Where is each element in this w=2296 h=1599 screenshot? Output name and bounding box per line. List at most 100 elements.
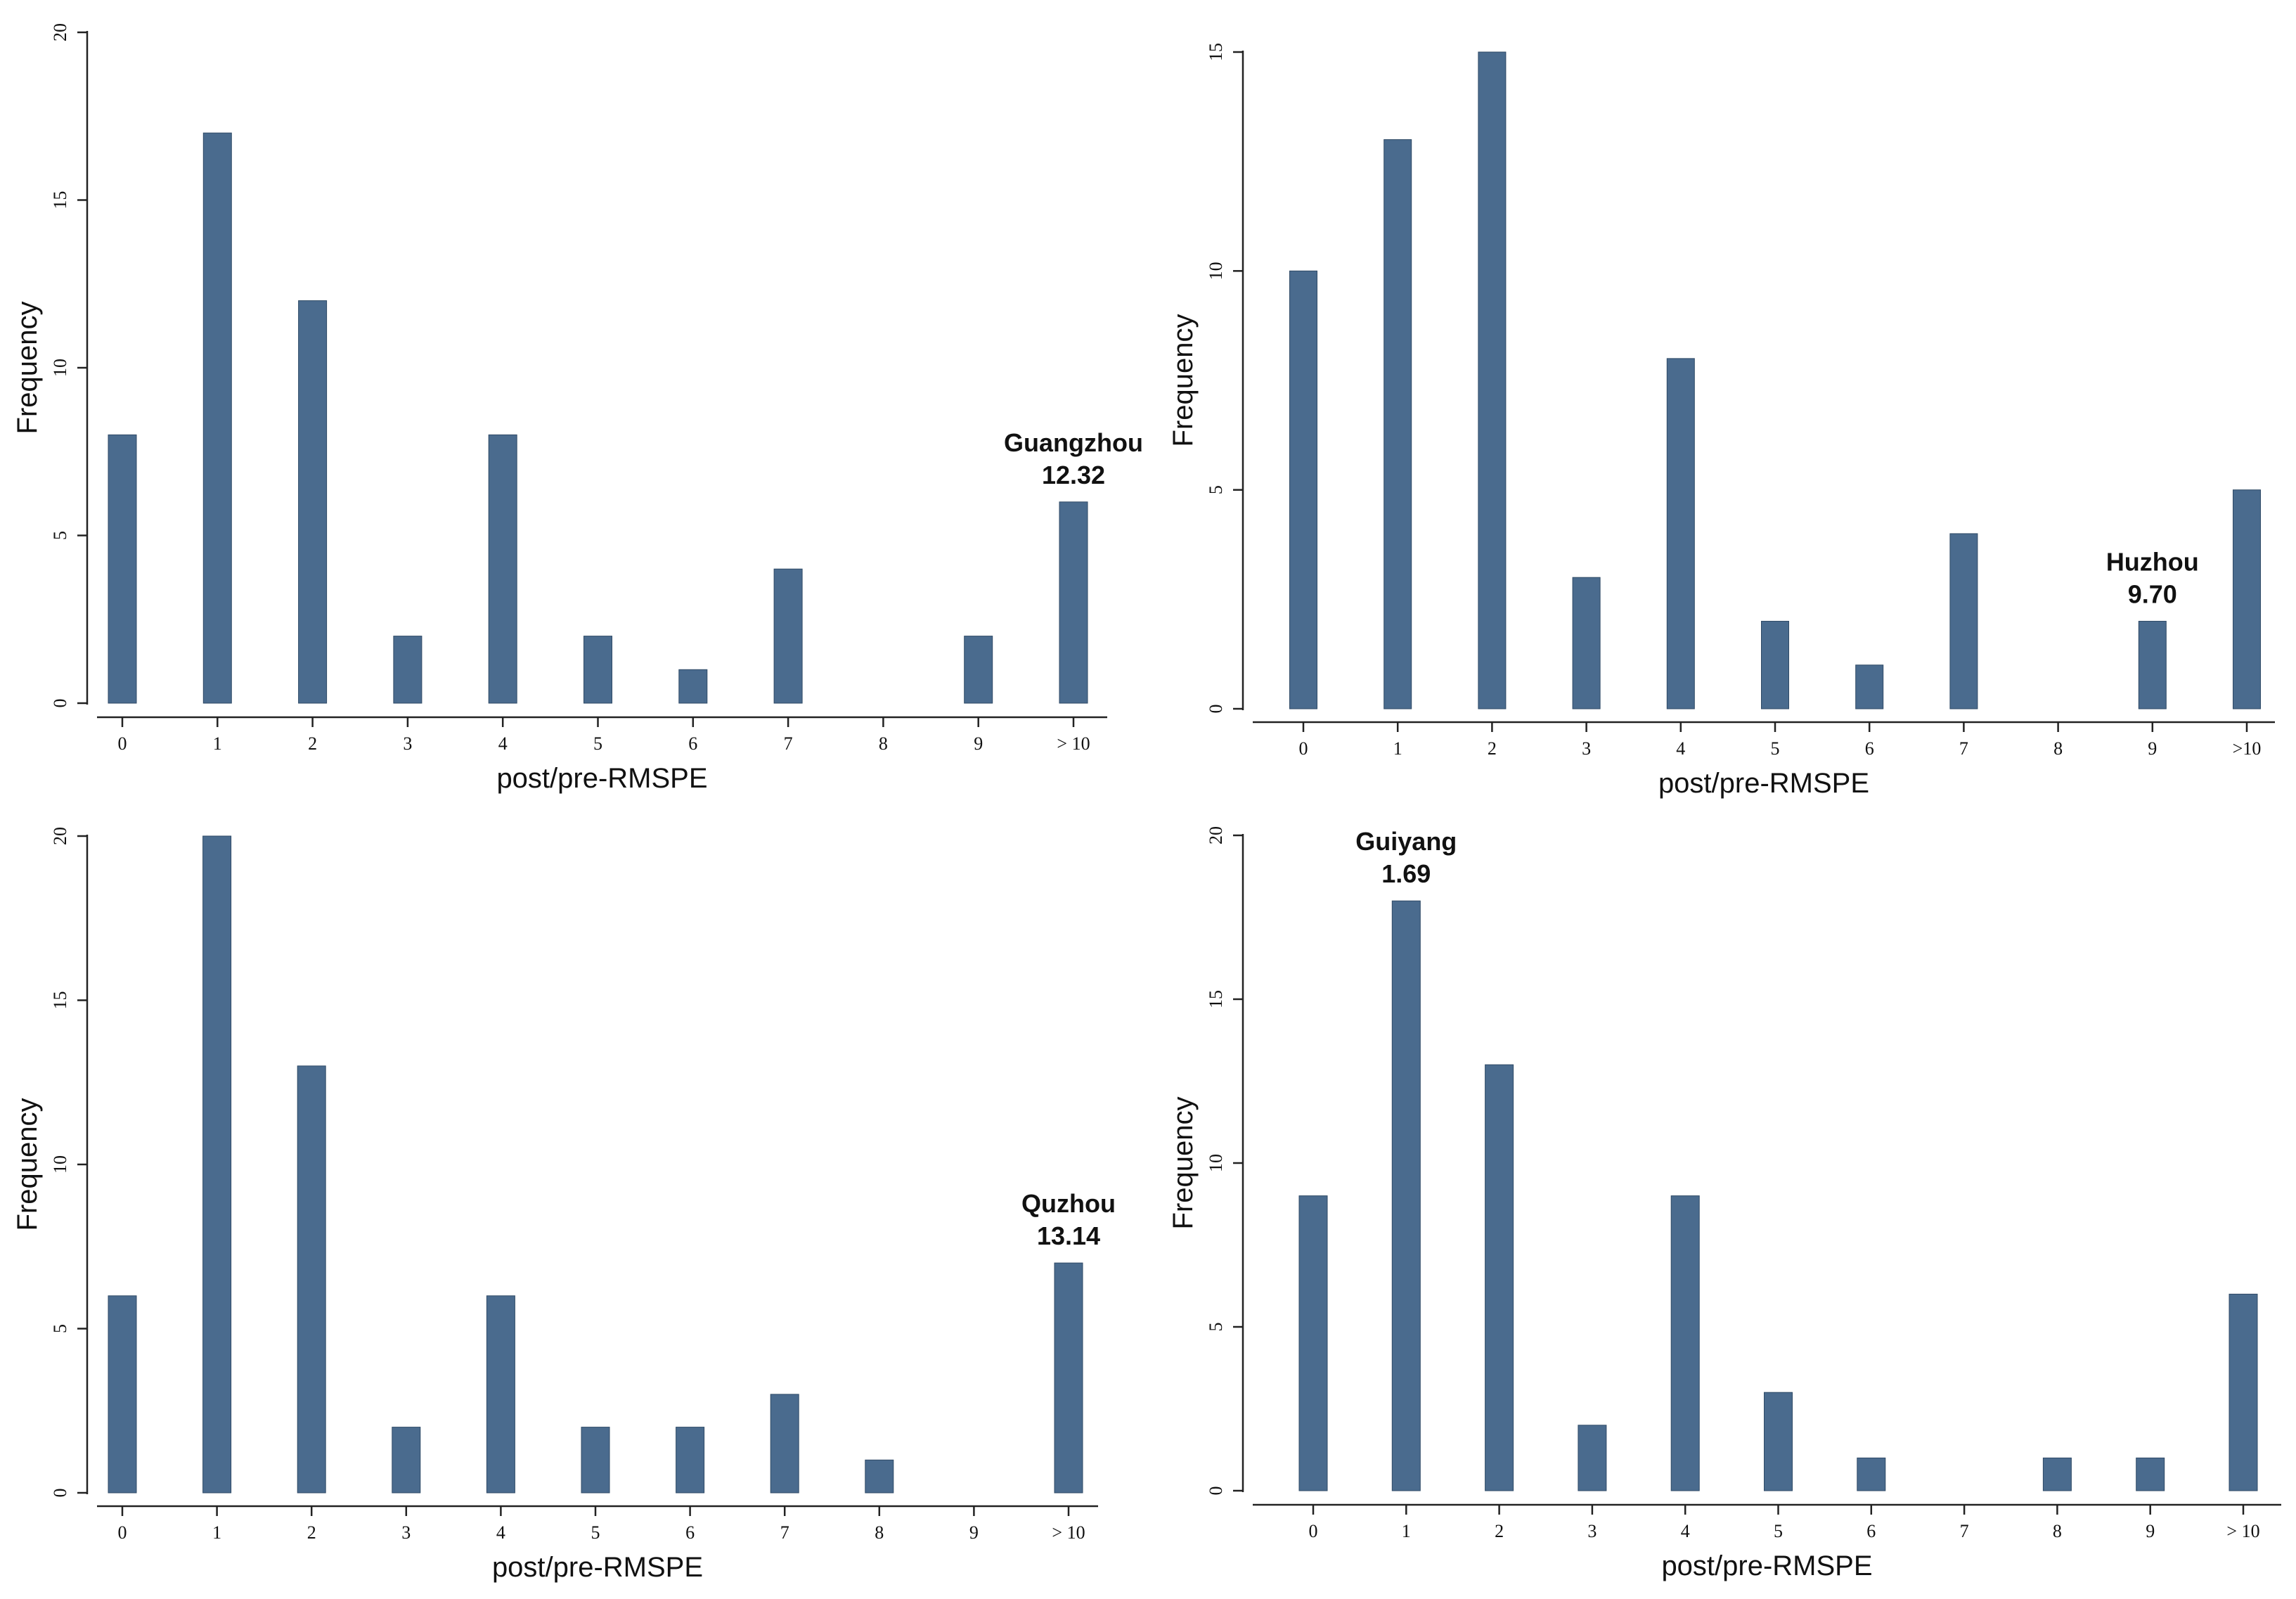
y-tick-label: 15 <box>1206 990 1226 1008</box>
bar <box>2042 1457 2072 1491</box>
y-axis-title: Frequency <box>1168 314 1199 447</box>
bar <box>202 132 232 704</box>
x-tick-label: 0 <box>1299 738 1308 759</box>
bar <box>1855 664 1884 709</box>
bar <box>1478 51 1507 709</box>
y-tick-label: 10 <box>1206 1154 1226 1172</box>
annotation-city: Guiyang <box>1355 827 1457 856</box>
x-tick-label: 4 <box>1676 738 1685 759</box>
x-tick-label: 7 <box>1959 738 1968 759</box>
y-tick-label: 15 <box>50 991 70 1010</box>
x-tick-label: 3 <box>1587 1521 1597 1541</box>
bar <box>1572 577 1601 709</box>
histogram-quzhou-svg: 0 5 10 15 20 0 1 2 3 4 5 6 7 8 9 > 10 post/pre-RMSPE Freq… <box>12 827 1116 1583</box>
x-tick-label: 1 <box>1402 1521 1411 1541</box>
x-tick-label: 6 <box>688 733 697 754</box>
x-tick-label: 4 <box>498 733 508 754</box>
x-tick-label: 9 <box>2148 738 2157 759</box>
x-tick-label: 2 <box>307 1522 316 1543</box>
x-tick-label: 3 <box>403 733 412 754</box>
x-tick-label: 5 <box>1771 738 1780 759</box>
x-tick-label: 8 <box>879 733 888 754</box>
x-tick-label: 0 <box>118 1522 127 1543</box>
bar <box>678 669 708 704</box>
x-tick-label: 4 <box>1681 1521 1690 1541</box>
bar <box>1485 1064 1514 1491</box>
bar <box>108 1295 137 1494</box>
y-tick-label: 0 <box>50 699 70 708</box>
bar <box>1054 1262 1083 1494</box>
y-tick-label: 0 <box>1206 1486 1226 1496</box>
x-tick-label: 9 <box>969 1522 979 1543</box>
bar <box>1289 270 1317 709</box>
y-axis-title: Frequency <box>12 302 43 435</box>
x-tick-label: 5 <box>593 733 602 754</box>
x-tick-label: 0 <box>118 733 127 754</box>
y-tick-label: 15 <box>50 191 70 210</box>
x-tick-label: 0 <box>1309 1521 1318 1541</box>
bar <box>1578 1425 1607 1491</box>
y-tick-label: 0 <box>1206 705 1226 714</box>
bar <box>773 568 803 704</box>
y-tick-label: 5 <box>1206 485 1226 494</box>
x-tick-label: 6 <box>1866 1521 1876 1541</box>
y-tick-label: 5 <box>50 1324 70 1333</box>
y-tick-label: 10 <box>50 1155 70 1174</box>
histogram-huzhou: 0 5 10 15 0 1 2 3 4 5 6 7 8 9 >10 post/pre-RMSPE Frequen… <box>1153 0 2296 802</box>
bar <box>1298 1195 1328 1491</box>
bar <box>1666 358 1695 709</box>
histogram-quzhou: 0 5 10 15 20 0 1 2 3 4 5 6 7 8 9 > 10 post/pre-RMSPE Freq… <box>0 802 1146 1599</box>
x-tick-label: 1 <box>1393 738 1402 759</box>
x-tick-label: 3 <box>1582 738 1591 759</box>
x-tick-label: 6 <box>1865 738 1874 759</box>
x-tick-label: 7 <box>780 1522 789 1543</box>
y-tick-label: 5 <box>50 531 70 540</box>
x-axis-title: post/pre-RMSPE <box>496 763 707 794</box>
bar <box>108 434 137 704</box>
x-tick-label: 8 <box>875 1522 884 1543</box>
bar <box>486 1295 515 1494</box>
bar <box>1670 1195 1700 1491</box>
bar <box>1384 139 1412 709</box>
annotation-value: 13.14 <box>1037 1221 1100 1250</box>
bar <box>1391 900 1421 1491</box>
x-tick-label: 7 <box>784 733 793 754</box>
annotation-city: Huzhou <box>2106 547 2199 576</box>
x-tick-label: > 10 <box>2226 1521 2259 1541</box>
histogram-huzhou-svg: 0 5 10 15 0 1 2 3 4 5 6 7 8 9 >10 post/pre-RMSPE Frequen… <box>1168 43 2275 799</box>
annotation-value: 9.70 <box>2128 579 2177 608</box>
bar <box>2233 489 2261 709</box>
bar <box>2136 1457 2165 1491</box>
y-tick-label: 10 <box>50 359 70 377</box>
x-tick-label: 1 <box>213 733 222 754</box>
bar <box>393 636 423 704</box>
x-tick-label: 8 <box>2053 1521 2062 1541</box>
x-tick-label: >10 <box>2233 738 2262 759</box>
x-axis-title: post/pre-RMSPE <box>492 1552 703 1583</box>
histogram-guangzhou: 0 5 10 15 20 0 1 2 3 4 5 6 7 8 9 > 10 post/pre-RMSPE Freq… <box>0 0 1143 795</box>
x-tick-label: 3 <box>401 1522 411 1543</box>
x-tick-label: > 10 <box>1057 733 1090 754</box>
bar <box>2138 620 2167 709</box>
bar <box>676 1427 705 1494</box>
annotation-city: Quzhou <box>1021 1189 1116 1218</box>
histogram-guiyang: 0 5 10 15 20 0 1 2 3 4 5 6 7 8 9 > 10 post/pre-RMSPE Freq… <box>1153 802 2296 1599</box>
x-tick-label: 5 <box>591 1522 600 1543</box>
y-tick-label: 5 <box>1206 1323 1226 1332</box>
x-tick-label: > 10 <box>1052 1522 1085 1543</box>
y-tick-label: 0 <box>50 1489 70 1498</box>
annotation-value: 1.69 <box>1381 859 1431 888</box>
histogram-guangzhou-svg: 0 5 10 15 20 0 1 2 3 4 5 6 7 8 9 > 10 post/pre-RMSPE Freq… <box>12 23 1143 794</box>
annotation-value: 12.32 <box>1042 461 1105 489</box>
bar <box>964 636 993 704</box>
bar <box>202 835 232 1494</box>
bar <box>1761 620 1789 709</box>
bar <box>583 636 612 704</box>
x-tick-label: 6 <box>685 1522 695 1543</box>
bar <box>1857 1457 1886 1491</box>
x-tick-label: 9 <box>974 733 983 754</box>
bar <box>392 1427 421 1494</box>
x-tick-label: 1 <box>212 1522 221 1543</box>
bar <box>1764 1392 1793 1491</box>
